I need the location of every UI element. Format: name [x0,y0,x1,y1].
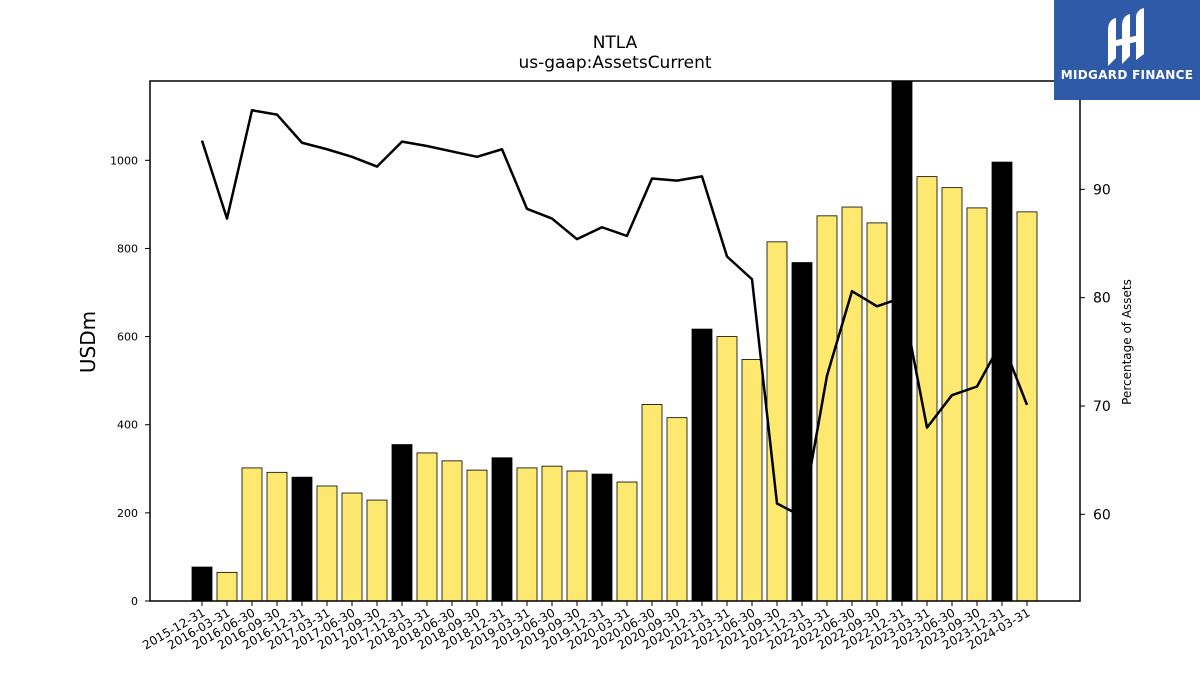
bar-2023-09-30 [966,207,988,602]
bar-2018-03-31 [416,452,438,602]
y2-tick-label: 60 [1093,507,1111,523]
bar-2018-09-30 [466,469,488,602]
y-tick-label: 600 [117,331,138,344]
bar-2019-09-30 [566,470,588,602]
y-tick-label: 400 [117,419,138,432]
y2-tick-label: 80 [1093,291,1111,307]
brand-logo: MIDGARD FINANCE [1054,0,1200,100]
bar-2021-12-31 [791,262,813,602]
bar-2019-06-30 [541,465,563,602]
bar-2018-12-31 [491,457,513,602]
bars-group [191,80,1038,602]
y-tick-label: 800 [117,242,138,255]
bar-2016-03-31 [216,571,238,602]
bar-2024-03-31 [1016,211,1038,602]
line-group [200,109,1029,518]
bar-2023-12-31 [991,161,1013,602]
bar-2017-09-30 [366,499,388,602]
y-tick-label: 200 [117,507,138,520]
bar-2021-06-30 [741,359,763,602]
bar-2020-03-31 [616,481,638,602]
bar-2016-09-30 [266,471,288,602]
bar-2022-12-31 [891,80,913,602]
y-tick-label: 0 [131,595,138,608]
bar-2018-06-30 [441,460,463,602]
bar-2021-09-30 [766,241,788,602]
axes-group: 02004006008001000607080902015-12-312016-… [110,154,1111,652]
bar-2017-03-31 [316,485,338,602]
bar-2016-12-31 [291,476,313,602]
y-axis-label: USDm [76,311,100,373]
bar-2020-09-30 [666,417,688,602]
bar-2019-03-31 [516,467,538,602]
y2-axis-label: Percentage of Assets [1120,279,1134,405]
bar-2021-03-31 [716,336,738,602]
bar-2020-06-30 [641,404,663,602]
bar-2015-12-31 [191,566,213,602]
percentage-line [200,109,1029,518]
brand-name: MIDGARD FINANCE [1060,68,1194,82]
brand-mark-icon [1108,8,1144,66]
bar-2017-12-31 [391,444,413,602]
y2-tick-label: 90 [1093,182,1111,198]
chart-title: NTLA [593,33,638,53]
chart-subtitle: us-gaap:AssetsCurrent [518,53,711,73]
y2-tick-label: 70 [1093,399,1111,415]
bar-2017-06-30 [341,492,363,602]
y-tick-label: 1000 [110,154,138,167]
bar-2019-12-31 [591,473,613,602]
bar-2022-09-30 [866,222,888,602]
bar-2016-06-30 [241,467,263,602]
bar-2020-12-31 [691,328,713,602]
plot-frame [149,80,1081,602]
bar-2022-06-30 [841,206,863,602]
